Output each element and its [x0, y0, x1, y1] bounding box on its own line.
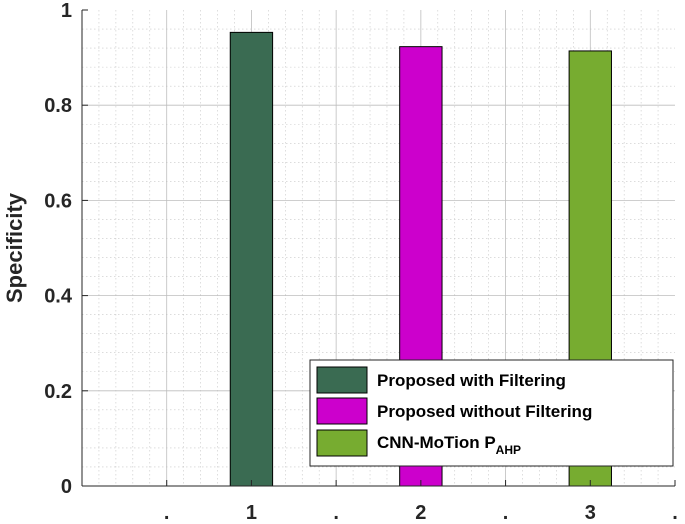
legend-swatch: [316, 397, 368, 425]
legend: Proposed with Filtering Proposed without…: [309, 359, 674, 467]
x-tick-label: 3: [585, 502, 596, 524]
x-tick-labels: . 1. 2. 3.: [164, 502, 678, 524]
y-tick-label: 0.4: [44, 286, 73, 308]
legend-item-proposed-with-filtering: Proposed with Filtering: [316, 366, 566, 394]
x-tick-label: .: [333, 502, 339, 524]
axes: [81, 9, 676, 487]
legend-item-proposed-without-filtering: Proposed without Filtering: [316, 397, 592, 425]
y-tick-label: 1: [61, 0, 72, 22]
y-tick-label: 0.6: [44, 190, 72, 212]
legend-box: [309, 359, 674, 467]
x-tick-label: .: [503, 502, 509, 524]
y-tick-label: 0.8: [44, 95, 72, 117]
legend-label-subscript: AHP: [496, 443, 521, 457]
legend-label-main: CNN-MoTion P: [377, 433, 496, 452]
y-tick-label: 0.2: [44, 381, 72, 403]
legend-swatch: [316, 366, 368, 394]
legend-label: Proposed without Filtering: [377, 402, 592, 421]
legend-label: Proposed with Filtering: [377, 371, 566, 390]
x-tick-label: .: [672, 502, 678, 524]
x-tick-label: 1: [246, 502, 257, 524]
legend-label: CNN-MoTion PAHP: [377, 433, 521, 457]
y-tick-label: 0: [61, 476, 72, 498]
x-tick-label: .: [164, 502, 170, 524]
x-tick-label: 2: [415, 502, 426, 524]
y-tick-labels: 0 0.2 0.4 0.6 0.8 1: [44, 0, 73, 498]
legend-item-cnn-motion-pahp: CNN-MoTion PAHP: [316, 429, 521, 457]
legend-swatch: [316, 429, 368, 457]
bar-1: [229, 31, 274, 487]
y-axis-label: Specificity: [2, 192, 27, 303]
